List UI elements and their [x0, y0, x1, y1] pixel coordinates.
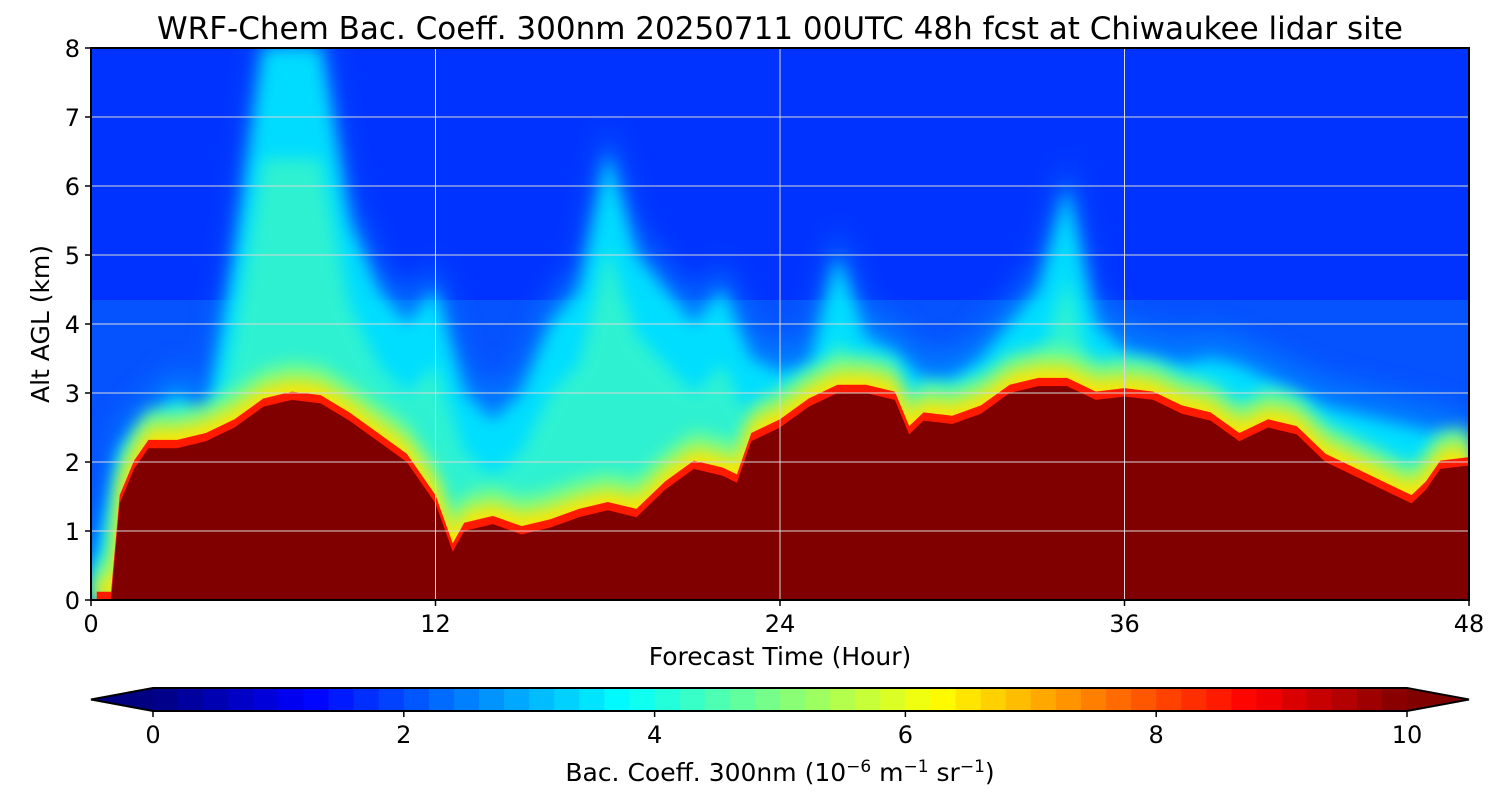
colorbar-segment — [1106, 688, 1132, 711]
colorbar-segment — [554, 688, 580, 711]
grid-lines — [91, 48, 1469, 600]
y-tick-label: 5 — [65, 242, 80, 270]
colorbar-segment — [579, 688, 606, 711]
colorbar-segment — [529, 688, 555, 711]
colorbar-tick-label: 8 — [1149, 721, 1164, 749]
x-axis: 0 12 24 36 48 — [83, 600, 1484, 638]
colorbar-extend-min — [91, 688, 153, 711]
colorbar-segment — [178, 688, 204, 711]
colorbar-label: Bac. Coeff. 300nm (10−6 m−1 sr−1) — [565, 757, 994, 787]
x-tick-label: 36 — [1109, 610, 1140, 638]
colorbar-segment — [729, 688, 756, 711]
colorbar-segment — [1331, 688, 1358, 711]
colorbar-segment — [780, 688, 806, 711]
colorbar-segment — [278, 688, 305, 711]
colorbar-segment — [830, 688, 856, 711]
colorbar-segment — [1356, 688, 1383, 711]
colorbar — [90, 687, 1470, 712]
y-tick-label: 7 — [65, 104, 80, 132]
colorbar-segment — [1306, 688, 1333, 711]
colorbar-tick-label: 6 — [898, 721, 913, 749]
colorbar-segment — [428, 688, 455, 711]
colorbar-segment — [303, 688, 330, 711]
saturated-layer — [96, 348, 1469, 600]
x-tick-label: 24 — [765, 610, 796, 638]
colorbar-tick-label: 4 — [647, 721, 662, 749]
colorbar-segment — [253, 688, 279, 711]
colorbar-segment — [504, 688, 530, 711]
colorbar-segment — [654, 688, 681, 711]
colorbar-segment — [930, 688, 957, 711]
y-axis-title: Alt AGL (km) — [26, 245, 55, 403]
colorbar-tick-label: 2 — [396, 721, 411, 749]
y-tick-label: 2 — [65, 449, 80, 477]
colorbar-segment — [1281, 688, 1308, 711]
colorbar-segment — [980, 688, 1007, 711]
colorbar-segment — [1005, 688, 1032, 711]
colorbar-tick-label: 0 — [145, 721, 160, 749]
layer-saturated — [96, 386, 1469, 600]
colorbar-segment — [353, 688, 380, 711]
colorbar-segment — [629, 688, 656, 711]
colorbar-extend-max — [1407, 688, 1469, 711]
colorbar-segment — [1381, 688, 1408, 711]
y-tick-label: 4 — [65, 311, 80, 339]
x-tick-label: 0 — [83, 610, 98, 638]
colorbar-segment — [1156, 688, 1182, 711]
colorbar-segment — [855, 688, 881, 711]
colorbar-segment — [905, 688, 932, 711]
colorbar-segment — [604, 688, 631, 711]
colorbar-segment — [328, 688, 355, 711]
x-tick-label: 48 — [1454, 610, 1485, 638]
colorbar-segment — [1181, 688, 1207, 711]
colorbar-segment — [1206, 688, 1233, 711]
y-axis: 0 1 2 3 4 5 6 7 8 — [65, 35, 91, 615]
colorbar-segment — [1131, 688, 1157, 711]
colorbar-segment — [228, 688, 254, 711]
colorbar-segment — [679, 688, 706, 711]
colorbar-segment — [479, 688, 505, 711]
colorbar-segment — [1030, 688, 1057, 711]
chart-title: WRF-Chem Bac. Coeff. 300nm 20250711 00UT… — [157, 11, 1403, 47]
colorbar-segment — [203, 688, 229, 711]
colorbar-segment — [1055, 688, 1082, 711]
y-tick-label: 8 — [65, 35, 80, 63]
y-tick-label: 0 — [65, 587, 80, 615]
y-tick-label: 1 — [65, 518, 80, 546]
colorbar-segment — [1080, 688, 1107, 711]
x-tick-label: 12 — [420, 610, 451, 638]
colorbar-segment — [704, 688, 731, 711]
colorbar-segment — [153, 688, 179, 711]
colorbar-segment — [378, 688, 405, 711]
colorbar-segment — [955, 688, 982, 711]
colorbar-segment — [1256, 688, 1283, 711]
x-axis-title: Forecast Time (Hour) — [649, 642, 912, 671]
colorbar-segment — [754, 688, 781, 711]
colorbar-segment — [880, 688, 906, 711]
colorbar-ticks: 0 2 4 6 8 10 — [145, 711, 1422, 749]
colorbar-tick-label: 10 — [1392, 721, 1423, 749]
y-tick-label: 3 — [65, 380, 80, 408]
plot-area — [91, 48, 1469, 600]
colorbar-segment — [805, 688, 831, 711]
colorbar-segment — [1231, 688, 1258, 711]
colorbar-segment — [453, 688, 480, 711]
y-tick-label: 6 — [65, 173, 80, 201]
colorbar-segment — [403, 688, 430, 711]
